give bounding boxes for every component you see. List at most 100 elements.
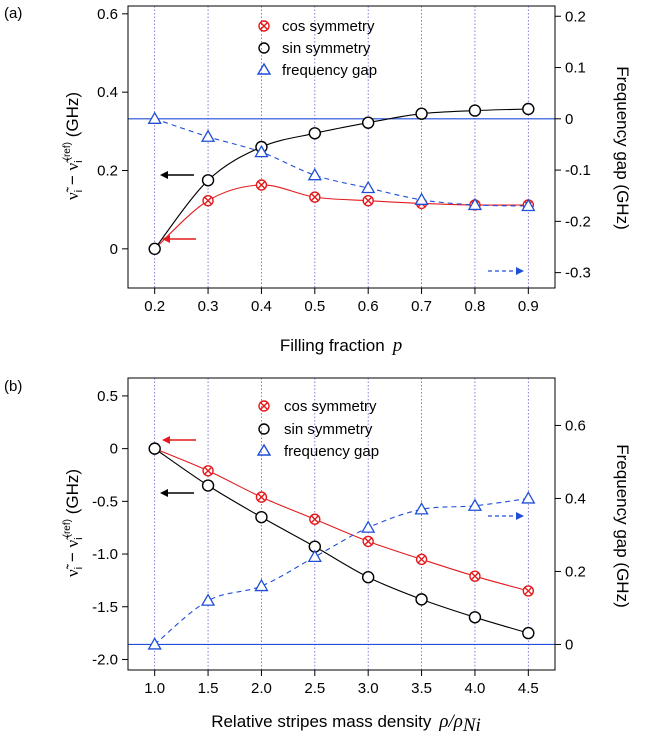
panel-a: (a) 00.20.40.6 -0.3-0.2-0.100.10.2 0.2 0.…: [4, 5, 632, 356]
panel-a-left-ticks: 0 0.2 0.4 0.6: [97, 6, 128, 258]
data-point-gap: [361, 520, 376, 533]
panel-b-ylabel-left: ν̃i − ν̃i(ref) (GHz): [62, 469, 85, 577]
data-point-cos: [202, 194, 214, 207]
y-left-tick-label: 0.4: [97, 84, 118, 101]
panel-b-xlabel: Relative stripes mass density ρ/ρNi: [211, 711, 481, 736]
panel-b-markers: [147, 442, 536, 650]
data-point-sin: [468, 611, 482, 624]
data-point-gap: [521, 491, 536, 504]
svg-text:ν̃i − ν̃i(ref) (GHz): ν̃i − ν̃i(ref) (GHz): [62, 92, 85, 200]
x-tick-label: 4.0: [465, 680, 486, 697]
legend-cos-marker: [258, 20, 270, 32]
data-point-sin: [415, 107, 428, 120]
panel-b-right-ticks: 0 0.2 0.4 0.6: [555, 417, 586, 653]
y-right-tick-label: 0.2: [565, 8, 586, 25]
panel-b-arrow-cos: [162, 436, 196, 444]
y-right-tick-label: 0.4: [565, 490, 586, 507]
x-tick-label: 2.5: [304, 680, 325, 697]
data-point-gap: [200, 129, 216, 142]
data-point-cos: [309, 513, 321, 525]
data-point-cos: [255, 179, 268, 191]
y-left-tick-label: 0: [110, 441, 118, 458]
panel-a-grid: [154, 6, 529, 288]
data-point-sin: [361, 116, 375, 129]
data-point-sin: [148, 242, 161, 256]
y-right-tick-label: 0.6: [565, 417, 586, 434]
data-point-cos: [469, 570, 481, 582]
legend-gap-label: frequency gap: [284, 443, 379, 460]
x-tick-label: 0.3: [198, 298, 219, 315]
y-left-tick-label: -1.0: [92, 546, 118, 563]
panel-b-arrow-gap: [488, 512, 524, 520]
panel-a-markers: [147, 102, 536, 256]
x-tick-label: 1.0: [144, 680, 165, 697]
legend-gap-marker: [256, 443, 272, 456]
x-tick-label: 0.2: [144, 298, 165, 315]
y-right-tick-label: -0.1: [565, 162, 591, 179]
panel-a-arrow-sin: [160, 171, 194, 179]
y-right-tick-label: -0.2: [565, 213, 591, 230]
legend-sin-label: sin symmetry: [282, 40, 371, 57]
legend-sin-label: sin symmetry: [284, 421, 373, 438]
y-left-tick-label: 0: [110, 241, 118, 258]
data-point-sin: [361, 571, 375, 584]
data-point-sin: [522, 626, 535, 640]
legend-cos-label: cos symmetry: [284, 398, 377, 415]
data-point-gap: [254, 578, 269, 592]
x-tick-label: 1.5: [198, 680, 219, 697]
panel-a-frame: [127, 5, 556, 289]
panel-a-arrow-cos: [162, 235, 196, 243]
data-point-sin: [308, 127, 322, 140]
y-left-tick-label: -1.5: [92, 599, 118, 616]
series-line-circle-x: [154, 184, 529, 250]
data-point-gap: [307, 549, 322, 562]
x-tick-label: 0.4: [251, 298, 272, 315]
y-right-tick-label: 0.2: [565, 563, 586, 580]
x-tick-label: 0.5: [304, 298, 325, 315]
legend-gap-marker: [256, 62, 272, 75]
panel-a-right-ticks: -0.3 -0.2 -0.1 0 0.1 0.2: [555, 8, 591, 282]
data-point-cos: [522, 585, 535, 597]
y-right-tick-label: -0.3: [565, 265, 591, 282]
data-point-sin: [415, 593, 428, 606]
data-point-sin: [468, 104, 482, 117]
data-point-cos: [202, 465, 214, 477]
x-tick-label: 0.7: [411, 298, 432, 315]
panel-a-x-ticks: 0.2 0.3 0.4 0.5 0.6 0.7 0.8 0.9: [144, 288, 539, 315]
data-point-sin: [201, 479, 215, 492]
legend-sin-marker: [258, 42, 270, 54]
panel-b-left-ticks: -2.0 -1.5 -1.0 -0.5 0 0.5: [92, 388, 128, 668]
data-point-cos: [362, 194, 374, 207]
y-right-tick-label: 0: [565, 111, 573, 128]
y-left-tick-label: 0.6: [97, 6, 118, 23]
legend-sin-marker: [258, 423, 270, 435]
panel-a-label: (a): [4, 5, 22, 22]
x-tick-label: 3.0: [358, 680, 379, 697]
legend-cos-marker: [258, 400, 270, 412]
data-point-gap: [467, 197, 483, 211]
y-left-tick-label: 0.2: [97, 163, 118, 180]
data-point-gap: [414, 502, 429, 515]
panel-a-legend: cos symmetry sin symmetry frequency gap: [256, 18, 377, 79]
panel-b: (b) -2.0-1.5-1.0-0.500.5 00.20.40.6 1.0 1…: [4, 377, 632, 736]
data-point-gap: [307, 167, 322, 181]
data-point-sin: [148, 442, 161, 455]
data-point-cos: [255, 491, 268, 503]
data-point-gap: [200, 593, 216, 606]
panel-a-ylabel-left: ν̃i − ν̃i(ref) (GHz): [62, 92, 85, 200]
legend-cos-label: cos symmetry: [282, 18, 375, 35]
panel-a-xlabel: Filling fraction p: [280, 335, 402, 356]
y-left-tick-label: -0.5: [92, 493, 118, 510]
y-left-tick-label: -2.0: [92, 651, 118, 668]
panel-b-ylabel-right: Frequency gap (GHz): [613, 444, 632, 607]
x-tick-label: 0.6: [358, 298, 379, 315]
panel-b-frame: [127, 377, 556, 671]
data-point-gap: [521, 198, 536, 212]
legend-gap-label: frequency gap: [282, 62, 377, 79]
data-point-gap: [467, 498, 483, 511]
panel-b-legend: cos symmetry sin symmetry frequency gap: [256, 398, 379, 460]
x-tick-label: 0.9: [518, 298, 539, 315]
panel-b-arrow-sin: [160, 489, 194, 497]
data-point-gap: [147, 637, 162, 650]
